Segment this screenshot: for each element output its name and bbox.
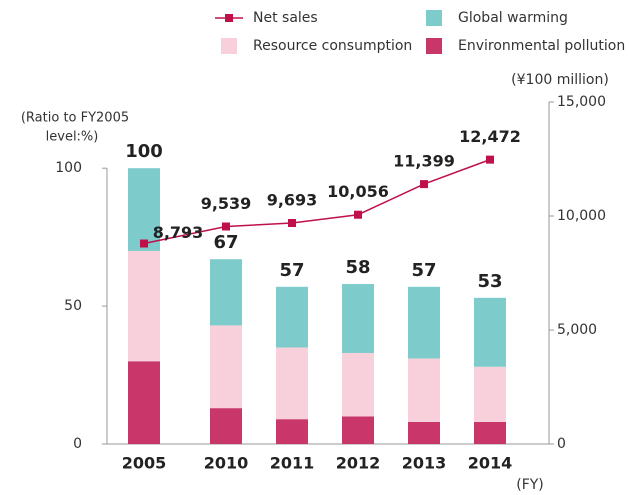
bar-segment	[408, 358, 440, 422]
total-label: 100	[125, 141, 163, 162]
bar-segment	[276, 347, 308, 420]
total-label: 57	[411, 260, 436, 281]
legend-label: Resource consumption	[253, 38, 412, 54]
data-label: 12,472	[459, 127, 521, 146]
legend-label: Global warming	[458, 10, 568, 26]
bar-segment	[210, 408, 242, 444]
bar-segment	[128, 168, 160, 251]
bar-segment	[474, 366, 506, 422]
y-tick-label: 50	[64, 298, 82, 314]
x-tick-label: 2010	[204, 454, 249, 473]
y-tick-label: 100	[55, 160, 82, 176]
x-tick-label: 2014	[468, 454, 513, 473]
total-label: 57	[279, 260, 304, 281]
legend-marker	[225, 14, 233, 22]
bar-segment	[474, 421, 506, 444]
bar-segment	[276, 419, 308, 444]
bar-segment	[408, 421, 440, 444]
y-tick-label: 0	[73, 436, 82, 452]
line-marker	[486, 155, 494, 164]
legend-swatch	[221, 38, 237, 54]
line-marker	[222, 222, 230, 231]
total-label: 53	[477, 271, 502, 292]
y2-tick-label: 0	[557, 436, 566, 452]
data-label: 9,539	[201, 194, 252, 213]
bar-segment	[342, 416, 374, 444]
line-marker	[354, 210, 362, 219]
data-label: 10,056	[327, 182, 389, 201]
x-tick-label: 2005	[122, 454, 167, 473]
x-tick-label: 2012	[336, 454, 381, 473]
data-label: 9,693	[267, 190, 318, 209]
line	[143, 158, 491, 245]
legend-swatch	[426, 38, 442, 54]
total-label: 58	[345, 257, 370, 278]
x-tick-label: 2013	[402, 454, 447, 473]
line-marker	[420, 180, 428, 189]
bar-segment	[408, 286, 440, 359]
legend-label: Environmental pollution	[458, 38, 625, 54]
bar-segment	[276, 286, 308, 348]
legend-swatch	[426, 10, 442, 26]
bar-segment	[342, 284, 374, 353]
bar-segment	[474, 297, 506, 367]
line-marker	[288, 218, 296, 227]
y2-axis-label: (¥100 million)	[511, 72, 609, 88]
bar-segment	[210, 259, 242, 326]
bar-segment	[128, 250, 160, 362]
bar-segment	[342, 352, 374, 417]
bar-segment	[128, 361, 160, 444]
y2-tick-label: 10,000	[557, 208, 606, 224]
x-tick-label: 2011	[270, 454, 315, 473]
y2-tick-label: 15,000	[557, 94, 606, 110]
line-marker	[140, 239, 148, 248]
y-axis-label: level:%)	[46, 130, 99, 145]
legend-label: Net sales	[253, 10, 318, 26]
y-axis-label: (Ratio to FY2005	[21, 111, 129, 126]
data-label: 11,399	[393, 152, 455, 171]
total-label: 67	[213, 232, 238, 253]
bar-segment	[210, 325, 242, 409]
x-axis-label: (FY)	[516, 477, 544, 493]
y2-tick-label: 5,000	[557, 322, 597, 338]
data-label: 8,793	[153, 223, 204, 242]
